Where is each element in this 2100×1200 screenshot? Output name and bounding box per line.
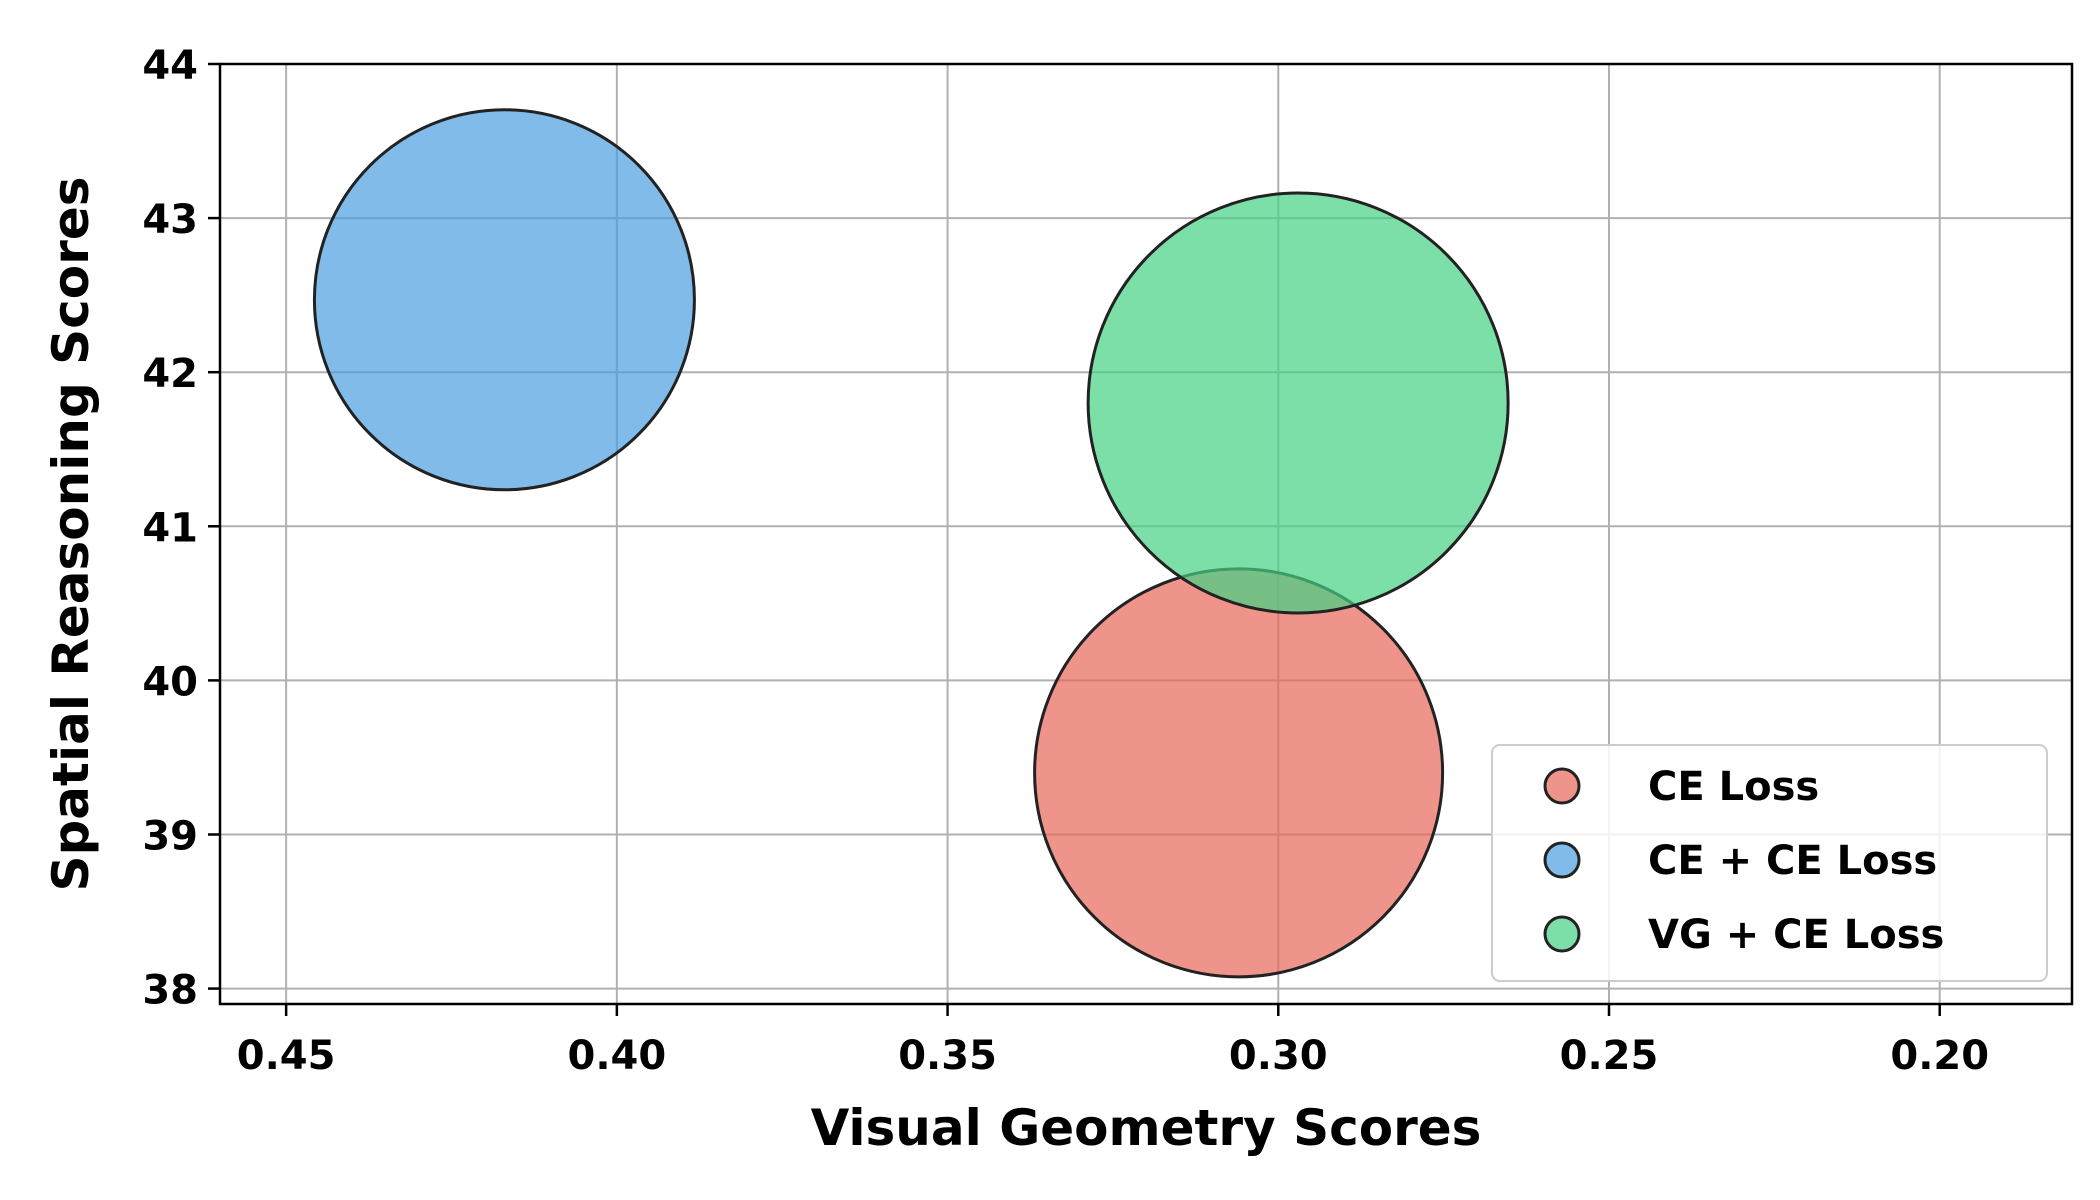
bubble-point <box>312 108 696 492</box>
axis-ticks: 0.45 0.40 0.35 0.30 0.25 0.20 38 39 40 41 42 43 44 <box>142 43 1989 1079</box>
x-tick-label: 0.25 <box>1560 1033 1659 1079</box>
y-tick-label: 42 <box>142 351 198 397</box>
legend-marker <box>1543 841 1581 879</box>
legend-entry: CE + CE Loss <box>1648 838 1937 884</box>
legend-marker <box>1543 915 1581 953</box>
y-tick-label: 43 <box>142 197 198 243</box>
legend-frame <box>1491 744 2048 982</box>
y-tick-label: 41 <box>142 505 198 551</box>
x-tick-label: 0.35 <box>898 1033 997 1079</box>
x-tick-label: 0.20 <box>1890 1033 1989 1079</box>
legend-entry: VG + CE Loss <box>1648 912 1944 958</box>
y-tick-label: 39 <box>142 813 198 859</box>
legend-marker <box>1543 767 1581 805</box>
bubble-point <box>1086 191 1510 615</box>
y-axis-label: Spatial Reasoning Scores <box>42 177 100 892</box>
y-tick-label: 44 <box>142 43 198 89</box>
legend-entry: CE Loss <box>1648 764 1819 810</box>
y-tick-label: 38 <box>142 968 198 1014</box>
legend: CE Loss CE + CE Loss VG + CE Loss <box>1491 744 2048 982</box>
plot-frame <box>218 62 2074 1006</box>
x-tick-label: 0.40 <box>568 1033 667 1079</box>
x-axis-label: Visual Geometry Scores <box>811 1099 1482 1157</box>
y-tick-label: 40 <box>142 659 198 705</box>
x-tick-label: 0.45 <box>237 1033 336 1079</box>
bubble-layer <box>312 108 1510 979</box>
bubble-point <box>1033 567 1445 979</box>
x-tick-label: 0.30 <box>1229 1033 1328 1079</box>
